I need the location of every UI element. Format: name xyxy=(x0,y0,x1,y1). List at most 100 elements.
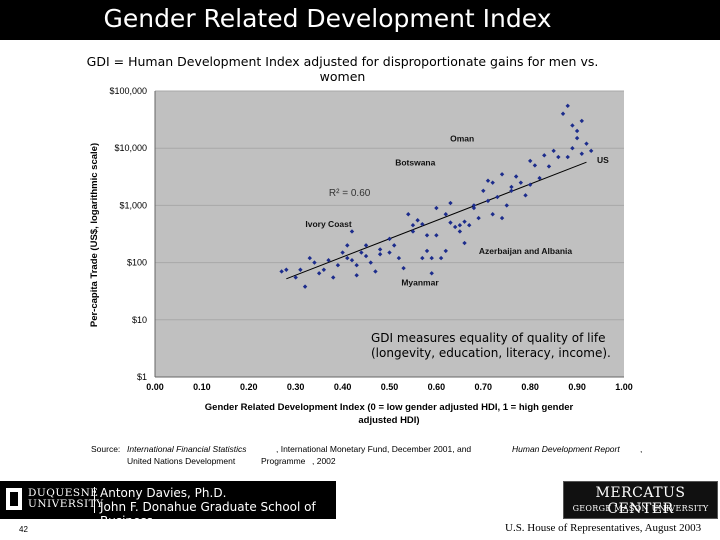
duquesne-logo: DUQUESNE UNIVERSITY Antony Davies, Ph.D.… xyxy=(0,481,336,528)
data-point xyxy=(481,188,486,193)
data-point xyxy=(391,243,397,248)
data-point xyxy=(565,103,570,109)
point-annotation: Botswana xyxy=(395,157,435,167)
data-point xyxy=(448,220,453,225)
point-annotation: Azerbaijan and Albania xyxy=(479,246,572,256)
data-point xyxy=(490,212,495,217)
data-point xyxy=(321,267,327,272)
data-point xyxy=(349,229,355,234)
x-tick-label: 0.60 xyxy=(428,382,446,392)
trendline xyxy=(286,161,587,280)
data-point xyxy=(584,141,589,146)
data-point xyxy=(579,151,584,156)
data-point xyxy=(298,267,303,272)
data-point xyxy=(429,255,434,261)
data-point xyxy=(316,271,322,276)
data-point xyxy=(476,215,481,221)
author-info: Antony Davies, Ph.D. John F. Donahue Gra… xyxy=(100,486,316,528)
data-point xyxy=(377,247,383,252)
data-point xyxy=(532,163,538,168)
data-point xyxy=(415,218,420,223)
data-point xyxy=(410,223,416,228)
y-tick-label: $100 xyxy=(127,258,147,268)
data-point xyxy=(495,194,500,200)
data-point xyxy=(560,111,566,116)
data-point xyxy=(434,205,439,211)
data-point xyxy=(556,154,561,160)
data-point xyxy=(424,233,430,238)
source-year: , 2002 xyxy=(312,456,336,466)
data-point xyxy=(349,258,355,263)
data-point xyxy=(359,250,364,255)
data-point xyxy=(509,188,514,193)
x-tick-label: 0.90 xyxy=(568,382,586,392)
data-point xyxy=(499,172,505,177)
logo-divider xyxy=(94,487,95,513)
x-tick-label: 0.70 xyxy=(475,382,493,392)
source-org-2a: United Nations Development xyxy=(127,456,236,466)
data-point xyxy=(462,240,467,246)
data-point xyxy=(326,258,331,263)
page-number: 42 xyxy=(19,525,28,534)
source-pub-2: Human Development Report xyxy=(512,444,620,454)
x-tick-label: 0.00 xyxy=(146,382,164,392)
title-bar: Gender Related Development Index xyxy=(0,0,720,40)
data-point xyxy=(363,243,369,248)
point-annotation: Ivory Coast xyxy=(305,219,351,229)
mercatus-logo: MERCATUS CENTER GEORGE MASON UNIVERSITY xyxy=(563,481,718,519)
data-point xyxy=(528,158,533,164)
data-point xyxy=(574,135,580,141)
data-point xyxy=(284,267,289,272)
data-point xyxy=(462,219,467,224)
x-tick-label: 0.20 xyxy=(240,382,258,392)
data-point xyxy=(410,229,416,234)
data-point xyxy=(354,263,359,268)
data-point xyxy=(490,180,495,185)
data-point xyxy=(467,223,472,228)
data-point xyxy=(373,269,378,274)
data-point xyxy=(471,205,477,211)
data-point xyxy=(485,178,491,183)
data-point xyxy=(429,271,434,276)
data-point xyxy=(424,248,430,254)
data-point xyxy=(307,255,312,261)
y-axis-title: Per-capita Trade (US$, logarithmic scale… xyxy=(89,143,100,327)
data-point xyxy=(401,265,406,271)
data-point xyxy=(570,146,575,151)
data-point xyxy=(551,148,556,154)
y-tick-label: $1,000 xyxy=(119,200,147,210)
duquesne-crest-icon xyxy=(6,488,22,510)
data-point xyxy=(504,203,509,208)
data-point xyxy=(513,174,519,179)
y-tick-label: $100,000 xyxy=(109,86,147,96)
r-squared-label: R² = 0.60 xyxy=(329,188,371,199)
source-org-2b: Programme xyxy=(261,456,306,466)
data-point xyxy=(448,200,453,206)
point-annotation: Oman xyxy=(450,134,474,144)
data-point xyxy=(345,243,350,248)
data-point xyxy=(340,250,345,255)
data-point xyxy=(570,123,575,128)
x-tick-label: 0.30 xyxy=(287,382,305,392)
data-point xyxy=(368,260,373,265)
y-tick-label: $10 xyxy=(132,315,147,325)
data-point xyxy=(434,233,439,238)
x-tick-label: 0.50 xyxy=(381,382,399,392)
data-point xyxy=(452,224,458,230)
data-point xyxy=(485,198,491,204)
data-point xyxy=(574,128,580,134)
data-point xyxy=(509,184,514,190)
mercatus-name: MERCATUS CENTER xyxy=(595,485,686,517)
data-point xyxy=(565,154,570,160)
x-axis-title-line-2: adjusted HDI) xyxy=(358,415,419,426)
data-point xyxy=(546,164,552,169)
y-tick-label: $10,000 xyxy=(114,143,147,153)
data-point xyxy=(420,221,425,227)
source-org-1: , International Monetary Fund, December … xyxy=(276,444,472,454)
data-point xyxy=(523,193,528,198)
data-point xyxy=(457,229,463,234)
data-point xyxy=(387,236,392,242)
x-axis-title: Gender Related Development Index (0 = lo… xyxy=(205,402,574,413)
data-point xyxy=(443,248,448,254)
